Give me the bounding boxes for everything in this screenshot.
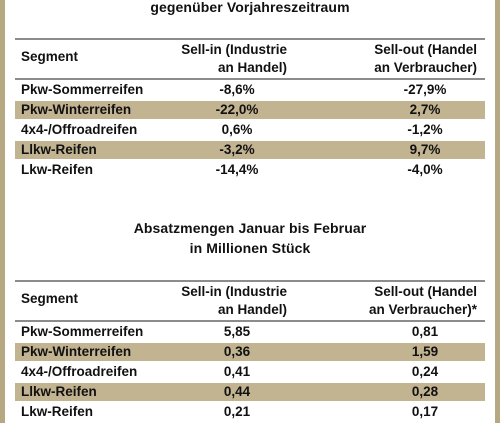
- table1-top-rule: [15, 38, 485, 40]
- table1-title: gegenüber Vorjahreszeitraum: [150, 0, 350, 15]
- table1-header-segment: Segment: [21, 49, 79, 64]
- segment-label: Pkw-Sommerreifen: [21, 82, 144, 97]
- segment-label: Pkw-Sommerreifen: [21, 324, 144, 339]
- sell-in-value: 5,85: [223, 324, 251, 339]
- table-row: Llkw-Reifen -3,2% 9,7%: [15, 141, 485, 159]
- segment-label: 4x4-/Offroadreifen: [21, 122, 138, 137]
- sell-in-value: 0,36: [223, 344, 251, 359]
- table2-header-sell-out: Sell-out (Handel an Verbraucher)*: [368, 284, 477, 317]
- sell-out-value: -4,0%: [407, 162, 443, 177]
- sell-out-value: 0,81: [411, 324, 439, 339]
- table2-header-rule: [15, 320, 485, 322]
- segment-label: Pkw-Winterreifen: [21, 344, 132, 359]
- segment-label: Pkw-Winterreifen: [21, 102, 132, 117]
- sell-out-value: 9,7%: [409, 142, 441, 157]
- table1-header-sell-out: Sell-out (Handel an Verbraucher): [374, 42, 477, 75]
- table2-header-segment: Segment: [21, 291, 79, 306]
- sell-out-value: 0,17: [411, 404, 439, 419]
- table1-body: Pkw-Sommerreifen -8,6% -27,9% Pkw-Winter…: [15, 81, 485, 179]
- sell-in-value: -3,2%: [219, 142, 255, 157]
- sell-out-value: 0,28: [411, 384, 439, 399]
- sell-in-value: 0,44: [223, 384, 251, 399]
- table-row: 4x4-/Offroadreifen 0,6% -1,2%: [15, 121, 485, 139]
- table-volumes: Absatzmengen Januar bis Februar in Milli…: [15, 218, 485, 423]
- table1-header-sell-in: Sell-in (Industrie an Handel): [181, 42, 287, 75]
- table2-top-rule: [15, 280, 485, 282]
- table2-header-sell-in: Sell-in (Industrie an Handel): [181, 284, 287, 317]
- table2-header: Segment Sell-in (Industrie an Handel) Se…: [15, 282, 485, 320]
- table-row: Pkw-Sommerreifen 5,85 0,81: [15, 323, 485, 341]
- sell-in-value: 0,6%: [221, 122, 253, 137]
- segment-label: 4x4-/Offroadreifen: [21, 364, 138, 379]
- sell-out-value: 2,7%: [409, 102, 441, 117]
- sell-out-value: 1,59: [411, 344, 439, 359]
- table-row: Lkw-Reifen -14,4% -4,0%: [15, 161, 485, 179]
- table2-title: Absatzmengen Januar bis Februar: [133, 220, 367, 236]
- table1-header: Segment Sell-in (Industrie an Handel) Se…: [15, 40, 485, 78]
- table-row: Pkw-Sommerreifen -8,6% -27,9%: [15, 81, 485, 99]
- sell-in-value: 0,41: [223, 364, 251, 379]
- sell-in-value: 0,21: [223, 404, 251, 419]
- sell-out-value: -27,9%: [403, 82, 447, 97]
- sell-out-value: 0,24: [411, 364, 439, 379]
- table-row: Pkw-Winterreifen 0,36 1,59: [15, 343, 485, 361]
- table-row: 4x4-/Offroadreifen 0,41 0,24: [15, 363, 485, 381]
- sell-out-value: -1,2%: [407, 122, 443, 137]
- table-row: Llkw-Reifen 0,44 0,28: [15, 383, 485, 401]
- table2-subtitle: in Millionen Stück: [189, 240, 311, 256]
- table-row: Lkw-Reifen 0,21 0,17: [15, 403, 485, 421]
- sell-in-value: -14,4%: [215, 162, 259, 177]
- table2-body: Pkw-Sommerreifen 5,85 0,81 Pkw-Winterrei…: [15, 323, 485, 421]
- sell-in-value: -22,0%: [215, 102, 259, 117]
- segment-label: Lkw-Reifen: [21, 404, 94, 419]
- segment-label: Llkw-Reifen: [21, 384, 97, 399]
- table-row: Pkw-Winterreifen -22,0% 2,7%: [15, 101, 485, 119]
- table1-header-rule: [15, 78, 485, 80]
- table-percent-change: gegenüber Vorjahreszeitraum Segment Sell…: [15, 0, 485, 181]
- segment-label: Llkw-Reifen: [21, 142, 97, 157]
- sell-in-value: -8,6%: [219, 82, 255, 97]
- segment-label: Lkw-Reifen: [21, 162, 94, 177]
